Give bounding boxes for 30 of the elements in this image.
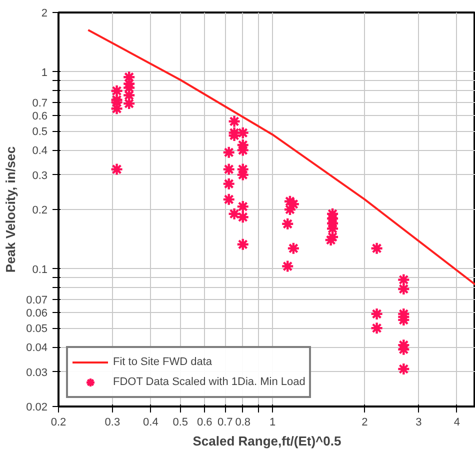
y-axis-title: Peak Velocity, in/sec — [3, 146, 18, 273]
y-tick-label: 0.02 — [26, 402, 48, 414]
x-tick-label: 1 — [269, 416, 276, 428]
y-tick-label: 0.5 — [32, 126, 48, 138]
x-tick-label: 2 — [362, 416, 368, 428]
y-tick-label: 0.2 — [32, 204, 48, 216]
legend-label: Fit to Site FWD data — [113, 356, 212, 368]
x-tick-label: 0.6 — [196, 416, 212, 428]
x-tick-label: 0.4 — [143, 416, 158, 428]
x-tick-label: 0.3 — [104, 416, 120, 428]
legend-label: FDOT Data Scaled with 1Dia. Min Load — [113, 376, 306, 388]
x-tick-label: 0.7 — [217, 416, 233, 428]
x-tick-label: 4 — [454, 416, 460, 428]
y-tick-label: 0.4 — [32, 145, 48, 158]
x-axis-title: Scaled Range,ft/(Et)^0.5 — [192, 434, 342, 448]
y-tick-label: 2 — [41, 8, 48, 20]
y-tick-label: 0.1 — [32, 264, 48, 276]
y-tick-label: 0.07 — [26, 294, 48, 306]
y-tick-label: 0.6 — [32, 110, 48, 123]
y-tick-label: 0.06 — [26, 308, 48, 320]
y-tick-label: 0.04 — [26, 342, 48, 354]
x-tick-label: 3 — [416, 416, 422, 428]
y-tick-label: 0.03 — [26, 366, 48, 379]
y-tick-label: 1 — [41, 66, 48, 79]
y-tick-label: 0.05 — [26, 323, 48, 336]
x-tick-label: 0.2 — [50, 416, 66, 428]
x-tick-label: 0.5 — [172, 416, 188, 428]
y-tick-label: 0.7 — [32, 97, 48, 110]
y-tick-label: 0.3 — [32, 170, 48, 182]
x-tick-label: 0.8 — [235, 416, 251, 428]
